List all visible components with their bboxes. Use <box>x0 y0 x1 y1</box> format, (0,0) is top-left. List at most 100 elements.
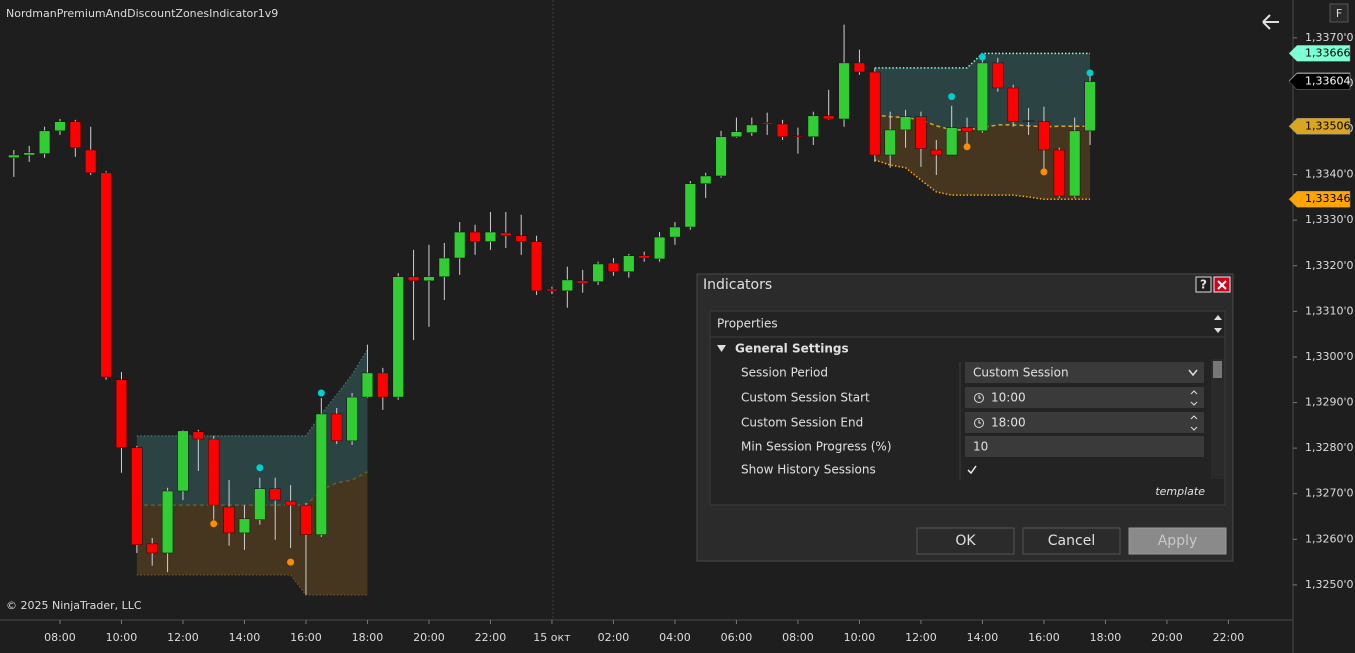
candle-body <box>8 154 20 158</box>
y-tick-label: 1,3340'0 <box>1305 168 1354 181</box>
candle-body <box>438 257 450 277</box>
help-button[interactable] <box>1195 276 1212 293</box>
ok-button[interactable] <box>916 527 1015 555</box>
property-value[interactable]: Custom Session <box>973 366 1069 380</box>
help-label[interactable]: ? <box>1200 278 1207 292</box>
property-label: Custom Session Start <box>741 391 870 405</box>
scrollbar[interactable] <box>1211 359 1224 479</box>
candle-body <box>653 236 666 260</box>
y-tick-label: 1,3320'0 <box>1305 259 1354 272</box>
candle-body <box>361 372 374 398</box>
candle-body <box>38 130 51 154</box>
candle-body <box>192 431 204 440</box>
property-value[interactable]: 18:00 <box>991 416 1026 430</box>
checkbox[interactable] <box>967 465 977 475</box>
candle-body <box>561 279 573 292</box>
spinner[interactable] <box>1190 390 1198 406</box>
price-tag <box>1288 73 1351 90</box>
number-input[interactable] <box>965 436 1204 457</box>
candle-body <box>315 413 327 535</box>
signal-dot <box>1040 168 1048 176</box>
time-input[interactable] <box>965 387 1204 408</box>
price-tag-label: 1,33506 <box>1305 119 1351 132</box>
candle-body <box>69 121 81 148</box>
candle-body <box>392 276 404 398</box>
close-icon[interactable] <box>1217 280 1227 290</box>
x-tick-label: 22:00 <box>1213 631 1245 644</box>
candle-body <box>331 413 343 442</box>
x-tick-label: 02:00 <box>598 631 630 644</box>
apply-button[interactable] <box>1128 527 1227 555</box>
candle-body <box>1007 87 1019 122</box>
premium-line <box>874 52 1091 69</box>
discount-zone <box>136 471 368 595</box>
candle-body <box>515 235 527 242</box>
signal-dot <box>256 464 264 472</box>
signal-dot <box>963 143 971 151</box>
group-label[interactable]: General Settings <box>735 342 849 356</box>
candle-body <box>761 122 773 125</box>
candle-body <box>700 175 712 184</box>
y-tick-label: 1,3280'0 <box>1305 441 1354 454</box>
candle-body <box>454 231 466 259</box>
property-value[interactable]: 10 <box>973 440 988 454</box>
x-tick-label: 18:00 <box>352 631 384 644</box>
scroll-thumb[interactable] <box>1213 361 1222 378</box>
y-tick-label: 1,3290'0 <box>1305 396 1354 409</box>
price-tag <box>1288 45 1351 62</box>
collapse-icon[interactable] <box>717 345 726 352</box>
candle-body <box>469 231 481 242</box>
candle-body <box>269 488 281 501</box>
candle-body <box>792 135 804 138</box>
ok-label[interactable]: OK <box>955 533 976 549</box>
y-tick-label: 1,3260'0 <box>1305 532 1354 545</box>
candle-body <box>1038 121 1050 151</box>
candle-body <box>1069 130 1081 197</box>
candle-body <box>208 438 220 506</box>
copyright: © 2025 NinjaTrader, LLC <box>6 599 142 612</box>
candle-body <box>115 379 128 448</box>
premium-zone <box>136 349 368 506</box>
price-tag-label: 1,33666 <box>1305 46 1351 59</box>
back-arrow[interactable] <box>1262 14 1279 30</box>
discount-line <box>874 159 1091 200</box>
candle-body <box>976 62 989 132</box>
x-tick-label: 16:00 <box>1028 631 1060 644</box>
equilibrium-line <box>136 471 368 506</box>
candle-body <box>131 447 143 546</box>
candle-body <box>146 543 158 554</box>
cancel-label[interactable]: Cancel <box>1048 533 1095 549</box>
time-input[interactable] <box>965 412 1204 433</box>
plot-area <box>8 0 1096 620</box>
chart-trader-button[interactable] <box>1329 3 1349 23</box>
x-tick-label: 20:00 <box>413 631 445 644</box>
signal-dot <box>287 558 295 566</box>
signal-dot <box>317 389 325 397</box>
header-scroll[interactable] <box>1214 315 1222 333</box>
cancel-button[interactable] <box>1022 527 1121 555</box>
dropdown-chevron[interactable] <box>1188 369 1198 377</box>
dropdown[interactable] <box>965 362 1204 383</box>
candle-body <box>300 504 312 535</box>
apply-label[interactable]: Apply <box>1158 533 1198 549</box>
candle-body <box>730 131 743 138</box>
candle-body <box>684 183 696 228</box>
candle-body <box>546 288 558 292</box>
candle-body <box>346 396 358 442</box>
candle-body <box>423 276 435 282</box>
spinner[interactable] <box>1190 415 1198 431</box>
candle-body <box>254 488 266 520</box>
indicator-label: NordmanPremiumAndDiscountZonesIndicator1… <box>6 7 278 20</box>
price-tag <box>1288 118 1351 135</box>
candle-body <box>607 262 620 272</box>
property-value[interactable]: 10:00 <box>991 391 1026 405</box>
candle-body <box>746 124 758 133</box>
template-link[interactable]: template <box>1155 485 1205 498</box>
candle-body <box>177 430 189 492</box>
chart-trader-label[interactable]: F <box>1336 7 1342 20</box>
candle-body <box>85 149 97 174</box>
candle-body <box>500 232 512 236</box>
property-label: Custom Session End <box>741 416 863 430</box>
property-label: Min Session Progress (%) <box>741 440 892 454</box>
x-tick-label: 12:00 <box>167 631 199 644</box>
